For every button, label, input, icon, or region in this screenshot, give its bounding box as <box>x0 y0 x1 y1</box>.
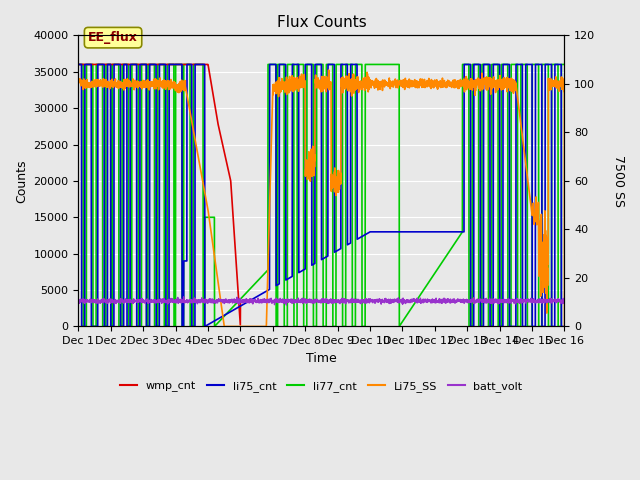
Title: Flux Counts: Flux Counts <box>276 15 366 30</box>
Legend: wmp_cnt, li75_cnt, li77_cnt, Li75_SS, batt_volt: wmp_cnt, li75_cnt, li77_cnt, Li75_SS, ba… <box>116 377 527 396</box>
Y-axis label: Counts: Counts <box>15 159 28 203</box>
X-axis label: Time: Time <box>306 352 337 365</box>
Y-axis label: 7500 SS: 7500 SS <box>612 155 625 207</box>
Text: EE_flux: EE_flux <box>88 31 138 44</box>
